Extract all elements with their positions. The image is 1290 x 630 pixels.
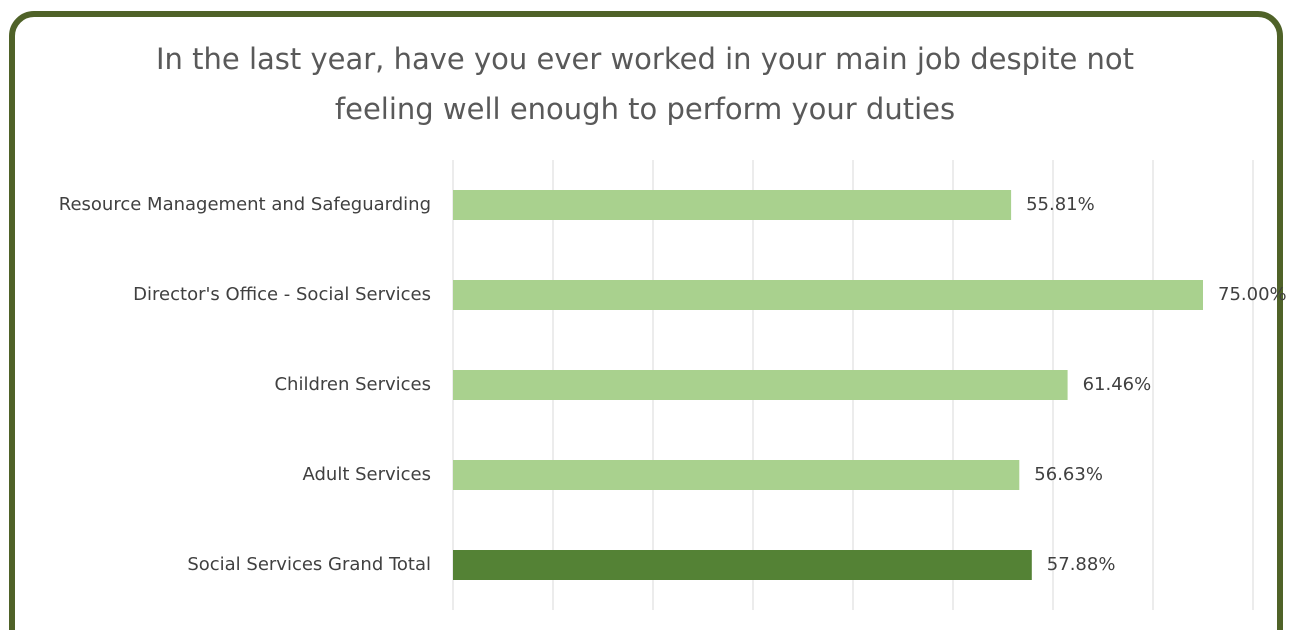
data-label: 75.00%	[1218, 284, 1287, 305]
bar	[453, 280, 1203, 310]
data-label: 61.46%	[1083, 374, 1152, 395]
bar	[453, 190, 1012, 220]
data-label: 57.88%	[1047, 554, 1116, 575]
data-label: 56.63%	[1034, 464, 1103, 485]
data-label: 55.81%	[1026, 194, 1095, 215]
y-tick-label: Social Services Grand Total	[187, 554, 431, 575]
bar	[453, 460, 1020, 490]
y-tick-label: Children Services	[274, 374, 431, 395]
bar	[453, 370, 1068, 400]
y-tick-label: Resource Management and Safeguarding	[59, 194, 431, 215]
bar	[453, 550, 1032, 580]
y-tick-label: Adult Services	[302, 464, 431, 485]
y-tick-label: Director's Office - Social Services	[133, 284, 431, 305]
chart-title: In the last year, have you ever worked i…	[155, 42, 1135, 126]
